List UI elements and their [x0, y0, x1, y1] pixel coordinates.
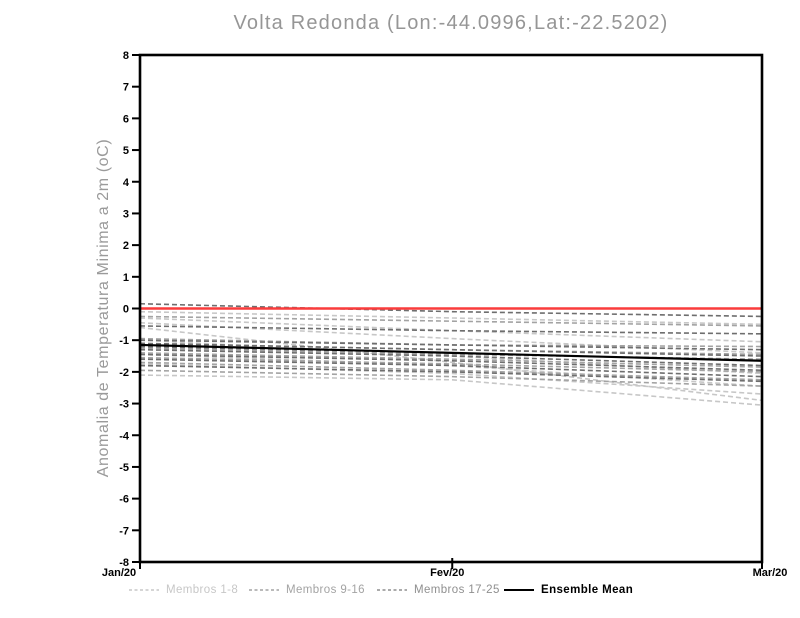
dashed-line-sample-icon: [249, 589, 279, 591]
y-tick-label: -8: [119, 557, 129, 569]
y-tick-label: 1: [123, 272, 129, 284]
x-tick-label: Jan/20: [102, 567, 136, 579]
legend-item-membros-9-16: Membros 9-16: [248, 584, 365, 596]
y-tick-label: 8: [123, 50, 129, 62]
ensemble-member-line-group1: [139, 326, 763, 402]
ensemble-member-line-group2: [139, 352, 763, 368]
y-tick-label: -4: [119, 430, 130, 442]
x-tick-label: Fev/20: [430, 567, 464, 579]
ensemble-member-line-group2: [139, 361, 763, 381]
legend-label: Ensemble Mean: [541, 584, 634, 596]
y-tick-label: 6: [123, 113, 129, 125]
y-tick-label: 5: [123, 145, 129, 157]
ensemble-mean-line: [139, 343, 763, 362]
ensemble-member-line-group2: [139, 315, 763, 327]
ensemble-member-line-group3: [139, 339, 763, 351]
ensemble-member-line-group3: [139, 358, 763, 378]
y-tick-label: 4: [123, 177, 130, 189]
y-tick-label: 7: [123, 82, 129, 94]
ensemble-member-line-group1: [139, 310, 763, 326]
x-tick-label: Mar/20: [753, 567, 788, 579]
y-tick-label: -7: [119, 525, 129, 537]
chart-title: Volta Redonda (Lon:-44.0996,Lat:-22.5202…: [233, 12, 669, 34]
ensemble-member-line-group2: [139, 356, 763, 373]
ensemble-member-line-group3: [139, 348, 763, 367]
legend: Membros 1-8 Membros 9-16 Membros 17-25 E…: [0, 584, 800, 604]
legend-label: Membros 1-8: [166, 584, 239, 596]
y-tick-label: 3: [123, 208, 129, 220]
dashed-line-sample-icon: [377, 589, 407, 591]
ensemble-member-line-group3: [139, 302, 763, 318]
dashed-line-sample-icon: [129, 589, 159, 591]
y-tick-label: -2: [119, 367, 129, 379]
y-tick-label: -3: [119, 399, 129, 411]
ensemble-member-line-group3: [139, 342, 763, 357]
ensemble-member-line-group3: [139, 353, 763, 372]
y-tick-label: -5: [119, 462, 129, 474]
ensemble-member-line-group1: [139, 374, 763, 406]
ensemble-member-line-group2: [139, 347, 763, 360]
ensemble-member-line-group2: [139, 369, 763, 387]
ensemble-member-line-group3: [139, 364, 763, 383]
ensemble-member-line-group2: [139, 337, 763, 348]
legend-item-membros-17-25: Membros 17-25: [376, 584, 500, 596]
ensemble-member-line-group1: [139, 317, 763, 343]
legend-item-membros-1-8: Membros 1-8: [128, 584, 238, 596]
legend-label: Membros 17-25: [414, 584, 500, 596]
y-tick-label: 2: [123, 240, 129, 252]
ensemble-member-line-group3: [139, 325, 763, 335]
solid-line-sample-icon: [504, 589, 534, 591]
ensemble-member-line-group1: [139, 339, 763, 375]
y-tick-label: 0: [123, 304, 129, 316]
y-tick-label: -6: [119, 494, 129, 506]
legend-label: Membros 9-16: [286, 584, 365, 596]
y-tick-label: -1: [119, 335, 129, 347]
legend-item-ensemble-mean: Ensemble Mean: [503, 584, 633, 596]
